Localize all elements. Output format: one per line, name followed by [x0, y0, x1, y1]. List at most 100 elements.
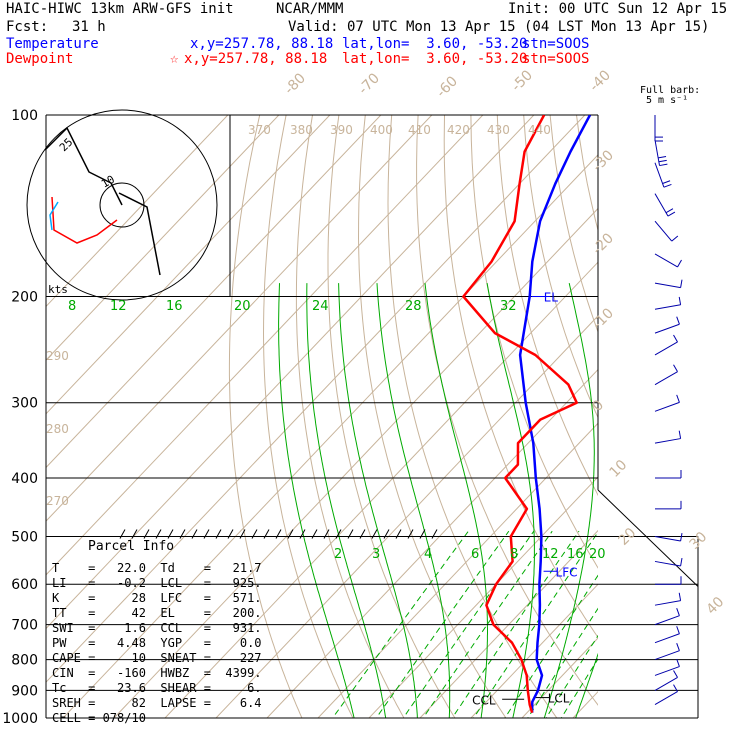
pressure-tick-label: 800: [11, 653, 38, 669]
isotherm-line: [726, 115, 740, 718]
dry-adiabat-line: [549, 115, 598, 334]
freezing-level-hatch: [143, 529, 150, 539]
wind-barb: [655, 470, 682, 479]
freezing-level-hatch: [431, 529, 438, 539]
pressure-tick-label: 900: [11, 683, 38, 699]
wind-barb: [654, 658, 680, 676]
isotherm-label: 20: [616, 525, 640, 549]
dewpoint-trace: [462, 115, 578, 714]
isotherm-line: [46, 115, 280, 361]
pressure-tick-label: 1000: [2, 711, 38, 727]
dry-adiabat-line: [228, 115, 303, 718]
dry-adiabat-line: [682, 115, 740, 731]
isotherm-label: -70: [356, 70, 383, 97]
mixing-ratio-label: 28: [405, 299, 422, 314]
theta-label: 370: [248, 123, 271, 137]
isotherm-line: [419, 529, 598, 718]
freezing-level-hatch: [395, 529, 402, 539]
isotherm-label: -50: [509, 67, 536, 94]
wind-barb: [654, 193, 676, 217]
freezing-level-hatch: [263, 529, 270, 539]
isotherm-line: [46, 115, 535, 630]
pressure-tick-label: 400: [11, 471, 38, 487]
moist-adiabat-line: [424, 283, 488, 718]
dry-adiabat-line: [629, 115, 740, 731]
isotherm-label: -40: [587, 67, 614, 94]
freezing-level-hatch: [203, 529, 210, 539]
freezing-level-hatch: [359, 529, 366, 539]
dry-adiabat-line: [735, 115, 740, 731]
mixing-ratio-label: 20: [589, 547, 606, 562]
isotherm-line: [164, 261, 598, 718]
temperature-legend: Temperature: [6, 36, 99, 52]
level-annotations: EL LFC LCL CCL: [472, 291, 577, 708]
isotherm-line: [470, 583, 598, 718]
wind-barb: [654, 626, 680, 644]
wind-barbs: [654, 115, 683, 706]
parcel-row: T = 22.0 Td = 21.7: [52, 561, 262, 575]
moist-adiabat-line: [543, 282, 595, 718]
mixing-ratio-line: [331, 530, 469, 718]
hodograph-upper-track: [44, 126, 123, 206]
moist-adiabat-line: [338, 283, 418, 718]
freezing-level-hatch: [407, 529, 414, 539]
pressure-tick-label: 600: [11, 577, 38, 593]
moist-adiabat-line: [306, 283, 387, 718]
mixing-ratio-label: 2: [334, 547, 342, 562]
dewpoint-latlon: lat,lon= 3.60, -53.20: [342, 51, 528, 67]
wind-barb: [655, 500, 682, 510]
isotherm-line: [46, 115, 229, 308]
ccl-label: CCL: [472, 693, 496, 707]
freezing-level-hatch: [299, 529, 306, 539]
wind-barb: [654, 334, 678, 356]
plot-frame: [45, 115, 699, 718]
parcel-row: CIN = -160 HWBZ = 4399.: [52, 666, 262, 680]
freezing-level-hatch: [215, 529, 222, 539]
parcel-row: PW = 4.48 YGP = 0.0: [52, 636, 262, 650]
moist-adiabat-line: [278, 283, 355, 718]
wind-barb: [655, 576, 682, 585]
lfc-label: LFC: [556, 565, 578, 579]
parcel-row: Tc = 23.6 SHEAR = 6.: [52, 681, 262, 695]
dewpoint-stn: stn=SOOS: [522, 51, 590, 67]
hodograph-ring-outer: [26, 109, 218, 301]
model-title: HAIC-HIWC 13km ARW-GFS init: [6, 1, 234, 17]
wind-barb: [654, 115, 663, 142]
barb-legend-line2: 5 m s⁻¹: [646, 95, 689, 106]
isotherm-label: 30: [687, 529, 711, 553]
lcl-label: LCL: [548, 692, 570, 706]
dry-adiabat-line: [576, 115, 598, 233]
mixing-ratio-label: 8: [510, 547, 518, 562]
pressure-tick-label: 700: [11, 618, 38, 634]
moist-adiabat-line: [575, 652, 598, 718]
wind-barb: [654, 557, 683, 567]
freezing-level-hatch: [251, 529, 258, 539]
dry-adiabat-line: [387, 115, 558, 718]
mixing-ratio-label: 12: [110, 299, 127, 314]
dry-adiabat-line: [262, 115, 354, 718]
wind-barb: [654, 684, 678, 706]
mixing-ratio-label: 24: [312, 299, 329, 314]
parcel-info-title: Parcel Info: [88, 539, 175, 554]
hodograph-mid-track: [118, 192, 161, 276]
wind-barb: [654, 316, 680, 334]
temperature-latlon: lat,lon= 3.60, -53.20: [342, 36, 528, 52]
mixing-ratio-lines: [331, 530, 598, 718]
hodograph-unit-label: kts: [48, 283, 68, 296]
isotherm-label: -20: [590, 230, 617, 257]
isotherm-label: -10: [590, 305, 617, 332]
moist-adiabats: [278, 282, 598, 718]
isotherm-line: [675, 115, 740, 718]
isotherm-line: [46, 115, 484, 576]
isotherm-label: 40: [704, 594, 728, 618]
wind-barb: [654, 394, 680, 412]
wind-barb: [654, 162, 672, 188]
mixing-ratio-label: 12: [542, 547, 559, 562]
wind-barb: [654, 253, 682, 268]
parcel-row: SREH = 82 LAPSE = 6.4: [52, 696, 262, 710]
freezing-level-hatch: [383, 529, 390, 539]
sounding-traces: [462, 115, 592, 714]
isotherm-line: [113, 207, 598, 718]
dry-adiabat-line: [357, 115, 507, 718]
